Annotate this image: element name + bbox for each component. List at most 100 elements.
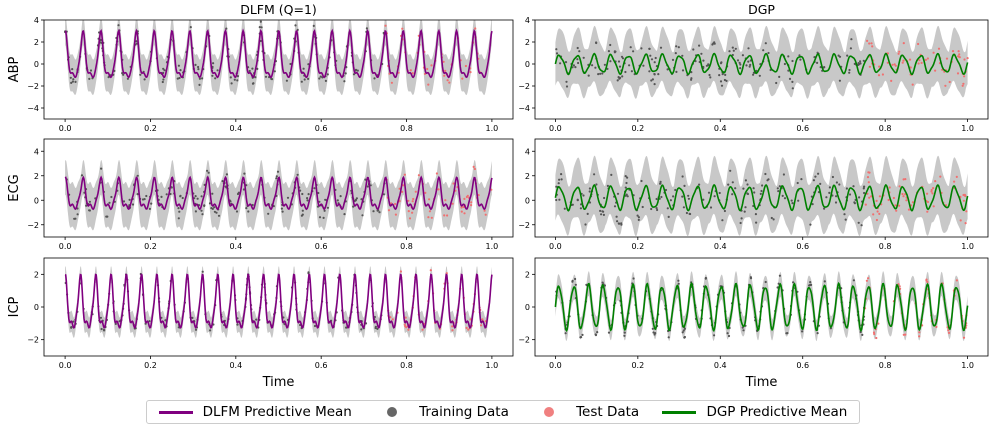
training-point <box>114 322 117 325</box>
training-point <box>698 44 701 47</box>
test-point <box>958 56 961 59</box>
test-point <box>902 59 905 62</box>
training-point <box>307 77 310 80</box>
training-point <box>145 194 148 198</box>
training-point <box>235 210 239 213</box>
legend-item-dlfm-mean: DLFM Predictive Mean <box>158 404 352 420</box>
training-point <box>558 178 561 181</box>
training-point <box>641 205 644 209</box>
training-point <box>585 283 588 286</box>
training-point <box>819 182 822 185</box>
training-point <box>207 171 210 174</box>
training-point <box>273 70 276 73</box>
training-point <box>275 175 278 178</box>
test-point <box>945 57 949 60</box>
training-point <box>838 183 841 186</box>
training-point <box>657 73 660 76</box>
training-point <box>215 211 218 214</box>
training-point <box>572 64 576 67</box>
training-point <box>783 197 787 200</box>
training-point <box>700 52 703 55</box>
training-point <box>746 183 749 186</box>
training-point <box>162 78 165 81</box>
test-point <box>428 210 431 213</box>
training-point <box>169 192 172 196</box>
training-point <box>285 79 288 82</box>
test-point <box>947 329 950 332</box>
training-point <box>80 174 84 177</box>
training-point <box>170 186 173 189</box>
training-point <box>108 201 111 204</box>
training-point <box>781 194 784 197</box>
test-point <box>470 204 473 207</box>
training-point <box>301 192 304 196</box>
training-point <box>576 46 579 50</box>
test-point <box>930 190 933 193</box>
training-point <box>571 203 574 206</box>
training-point <box>731 46 734 49</box>
training-point <box>698 183 701 186</box>
training-point <box>72 320 75 323</box>
x-tick-label: 0.6 <box>315 361 328 370</box>
test-point <box>876 210 879 213</box>
training-point <box>260 26 263 29</box>
training-point <box>373 315 376 319</box>
training-point <box>809 281 812 284</box>
test-point <box>931 192 934 195</box>
x-tick-label: 0.8 <box>879 242 892 251</box>
training-point <box>653 83 656 86</box>
test-point <box>966 57 969 60</box>
test-point <box>864 203 867 206</box>
training-point <box>354 68 358 71</box>
test-point <box>905 199 908 202</box>
y-tick-label: 2 <box>525 270 530 279</box>
training-point <box>650 79 653 82</box>
test-point <box>404 316 407 319</box>
training-point <box>718 74 721 77</box>
training-point <box>582 194 585 197</box>
training-point <box>791 202 794 205</box>
y-tick-label: 2 <box>34 38 39 47</box>
test-point <box>918 335 921 338</box>
x-tick-label: 0.0 <box>549 361 562 370</box>
training-point <box>788 77 792 80</box>
training-point <box>683 327 687 330</box>
training-point <box>578 50 581 53</box>
training-point <box>825 196 828 199</box>
training-point <box>318 200 321 203</box>
training-point <box>823 207 826 210</box>
training-point <box>323 209 326 212</box>
training-point <box>110 195 113 199</box>
training-point <box>318 216 322 219</box>
training-point <box>361 214 364 217</box>
x-tick-label: 0.4 <box>229 242 242 251</box>
test-point <box>926 280 929 284</box>
training-point <box>214 77 217 80</box>
test-point <box>403 323 406 326</box>
test-point <box>962 336 966 339</box>
x-tick-label: 0.6 <box>796 242 809 251</box>
y-tick-label: −2 <box>518 82 530 91</box>
training-point <box>741 326 744 329</box>
test-point <box>868 65 872 68</box>
training-point <box>685 211 689 215</box>
training-point <box>620 55 624 58</box>
test-point <box>444 69 447 72</box>
training-point <box>759 192 762 195</box>
test-point <box>881 73 885 76</box>
training-point <box>624 70 627 74</box>
training-point <box>718 191 721 195</box>
training-point <box>243 172 246 175</box>
test-point <box>871 45 874 48</box>
training-point <box>616 79 619 82</box>
training-point <box>324 79 327 82</box>
training-point <box>574 277 577 281</box>
training-point <box>211 207 214 210</box>
test-point <box>870 195 873 198</box>
test-point <box>886 61 889 64</box>
training-point <box>606 67 609 70</box>
training-point <box>812 179 816 182</box>
training-point <box>179 69 182 72</box>
subplot-1: −4 −2 0 2 4 0.0 0.2 0.4 0.6 0.8 1.0 DLFM (Q=1) ABP <box>7 2 514 133</box>
training-point <box>89 69 93 72</box>
